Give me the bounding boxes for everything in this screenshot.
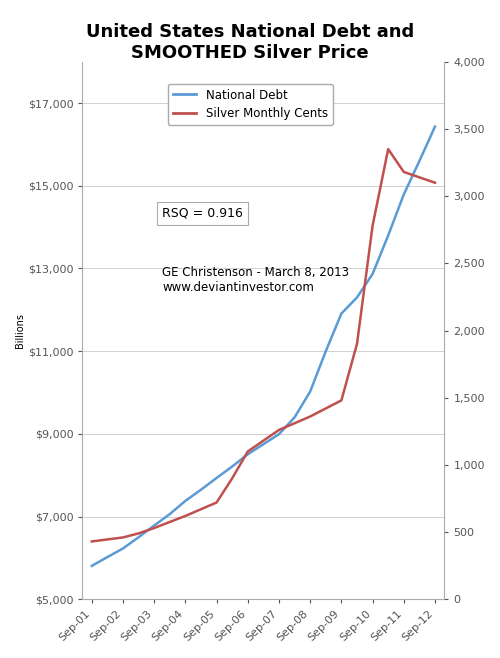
Legend: National Debt, Silver Monthly Cents: National Debt, Silver Monthly Cents <box>168 84 332 125</box>
Text: GE Christenson - March 8, 2013
www.deviantinvestor.com: GE Christenson - March 8, 2013 www.devia… <box>162 266 349 294</box>
Text: United States National Debt and
SMOOTHED Silver Price: United States National Debt and SMOOTHED… <box>86 23 414 62</box>
Y-axis label: Billions: Billions <box>15 313 25 348</box>
Text: RSQ = 0.916: RSQ = 0.916 <box>162 207 243 220</box>
